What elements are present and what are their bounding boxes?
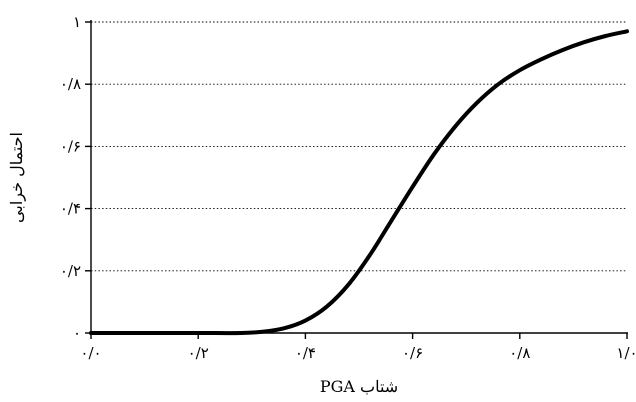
y-tick-label: ۰/۸ [60,75,81,93]
x-tick-label: ۰/۲ [188,344,209,362]
x-tick-label: ۱/۰ [616,344,636,362]
axes [90,20,628,334]
tick-marks [85,21,628,339]
y-tick-label: ۰/۲ [60,262,81,280]
x-axis-title: شتاب PGA [320,377,398,396]
y-tick-label: ۰/۶ [60,137,81,155]
y-axis-title: احتمال خرابی [7,132,26,223]
x-tick-label: ۰/۸ [509,344,530,362]
y-tick-label: ۱ [73,13,81,31]
y-tick-label: ۰/۴ [60,200,81,218]
x-tick-label: ۰/۶ [402,344,423,362]
tick-labels: ۰ ۰/۲ ۰/۴ ۰/۶ ۰/۸ ۱ ۰/۰ ۰/۲ ۰/۴ ۰/۶ ۰/۸ ۱/۰ [60,13,636,362]
x-tick-label: ۰/۴ [295,344,316,362]
fragility-curve-line [89,29,629,336]
x-tick-label: ۰/۰ [80,344,101,362]
series [89,29,629,336]
y-tick-label: ۰ [73,324,81,342]
grid-lines [91,21,627,272]
